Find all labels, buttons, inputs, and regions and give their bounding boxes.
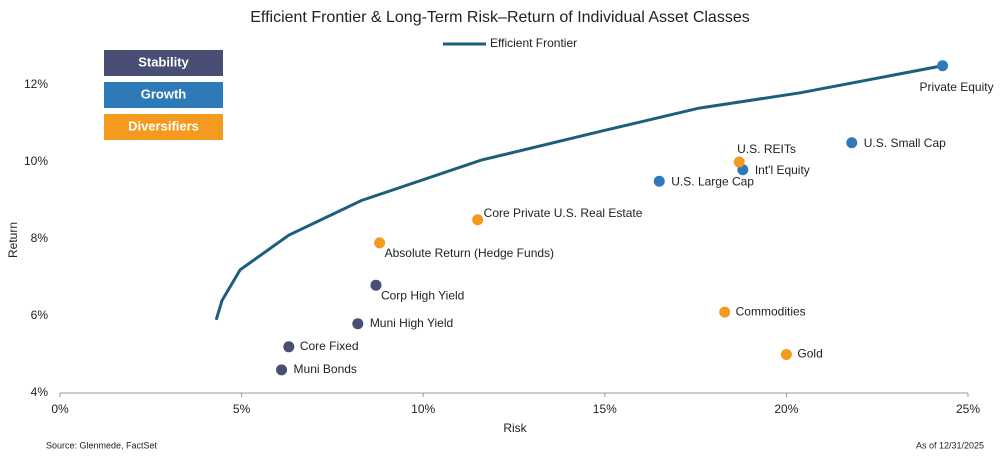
point xyxy=(846,137,858,149)
point xyxy=(352,318,364,330)
legend-label: Efficient Frontier xyxy=(490,36,577,50)
y-tick-label: 10% xyxy=(24,154,48,168)
point xyxy=(374,237,386,249)
legend-label: Stability xyxy=(138,54,189,69)
point xyxy=(780,349,792,360)
point-label: Gold xyxy=(797,347,822,361)
source-note: Source: Glenmede, FactSet xyxy=(46,440,158,450)
point-label: Core Private U.S. Real Estate xyxy=(484,206,643,220)
x-tick-label: 5% xyxy=(233,402,251,416)
point xyxy=(370,279,382,291)
point-label: Core Fixed xyxy=(300,339,359,353)
x-tick-label: 10% xyxy=(411,402,435,416)
point-label: Int'l Equity xyxy=(755,163,810,177)
legend-label: Growth xyxy=(141,86,187,101)
point-label: Corp High Yield xyxy=(381,288,464,302)
point-label: Commodities xyxy=(736,304,806,318)
point-label: U.S. Large Cap xyxy=(671,174,754,188)
x-tick-label: 15% xyxy=(593,402,617,416)
point xyxy=(653,175,665,187)
y-tick-label: 8% xyxy=(31,231,49,245)
point xyxy=(472,214,484,226)
point-label: Private Equity xyxy=(920,80,994,94)
y-tick-label: 12% xyxy=(24,77,48,91)
chart-title: Efficient Frontier & Long-Term Risk–Retu… xyxy=(250,9,749,26)
y-tick-label: 4% xyxy=(31,385,49,399)
frontier-line xyxy=(214,64,943,321)
point xyxy=(733,156,745,168)
point-label: U.S. REITs xyxy=(737,142,796,156)
x-tick-label: 20% xyxy=(774,402,798,416)
point xyxy=(276,364,288,376)
as-of-note: As of 12/31/2025 xyxy=(916,440,984,450)
point-label: U.S. Small Cap xyxy=(864,136,946,150)
legend-box xyxy=(104,114,223,140)
point-label: Muni High Yield xyxy=(370,316,453,330)
x-tick-label: 25% xyxy=(956,402,980,416)
y-tick-label: 6% xyxy=(31,308,49,322)
x-axis-title: Risk xyxy=(503,421,527,435)
legend-box xyxy=(104,50,223,76)
point xyxy=(719,306,731,318)
point xyxy=(283,341,295,353)
x-tick-label: 0% xyxy=(51,402,69,416)
legend-label: Diversifiers xyxy=(128,118,199,133)
y-axis-title: Return xyxy=(6,222,20,258)
legend-box xyxy=(104,82,223,108)
point xyxy=(937,60,949,72)
point-label: Absolute Return (Hedge Funds) xyxy=(385,246,554,260)
point-label: Muni Bonds xyxy=(294,362,357,376)
